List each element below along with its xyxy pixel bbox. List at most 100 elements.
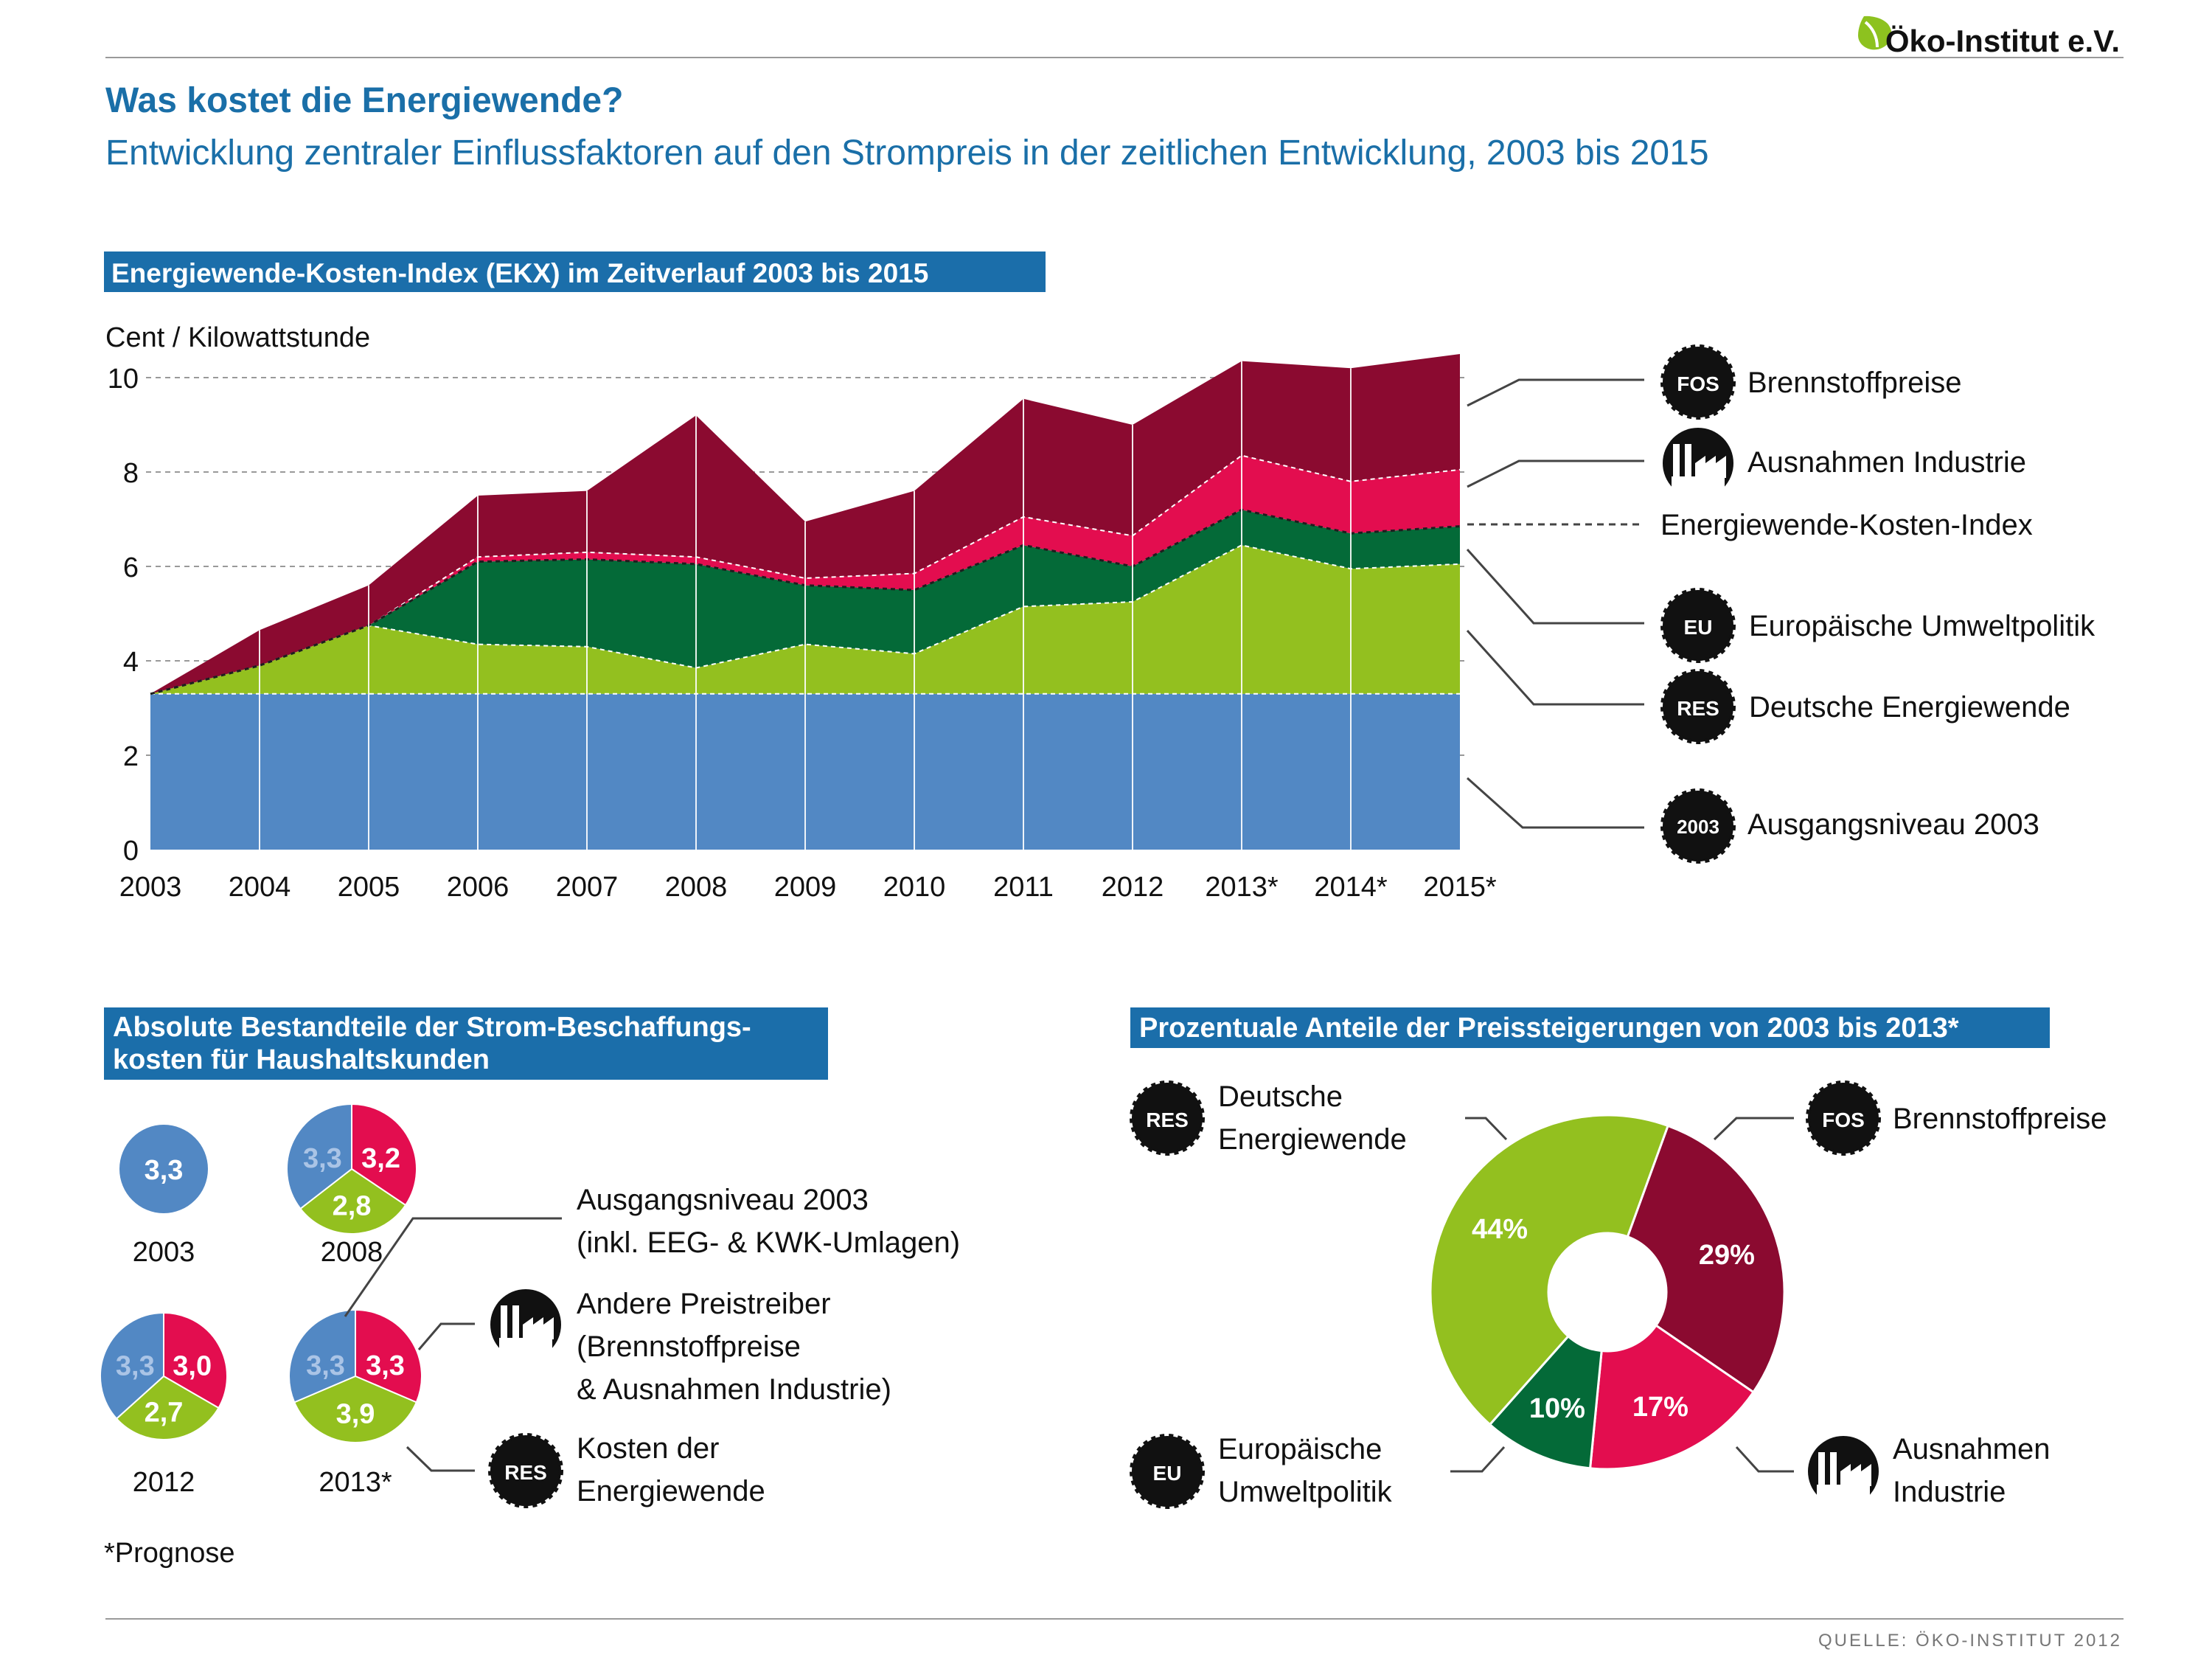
legend-base-line2: (inkl. EEG- & KWK-Umlagen) xyxy=(577,1226,960,1259)
x-tick-label: 2006 xyxy=(447,872,509,903)
donut-slice xyxy=(1588,1324,1756,1471)
pie-value-label: 2,8 xyxy=(333,1190,372,1221)
x-tick-label: 2005 xyxy=(338,872,400,903)
svg-text:EU: EU xyxy=(1153,1462,1182,1485)
pie-value-label: 3,2 xyxy=(361,1143,400,1174)
x-tick-label: 2009 xyxy=(774,872,837,903)
pie-2003: 3,3 2003 xyxy=(119,1125,208,1268)
pie-year-label: 2003 xyxy=(133,1237,195,1268)
donut-label-ind-2: Industrie xyxy=(1893,1476,2006,1508)
pie-value-label: 3,9 xyxy=(336,1399,375,1430)
pie-value-label: 3,3 xyxy=(145,1155,184,1186)
fos-icon: FOS xyxy=(1660,344,1736,420)
x-tick-label: 2013* xyxy=(1205,872,1279,903)
leader-line-drivers xyxy=(417,1322,475,1350)
logo: Öko-Institut e.V. xyxy=(1858,15,2120,58)
leader-line-eu xyxy=(1466,548,1644,625)
leader-line-res xyxy=(1465,1117,1508,1141)
legend-drivers-line3: & Ausnahmen Industrie) xyxy=(577,1373,891,1406)
factory-icon xyxy=(490,1289,561,1360)
section-title-pies-2: kosten für Haushaltskunden xyxy=(113,1044,490,1075)
donut-value-label: 29% xyxy=(1699,1240,1755,1271)
svg-text:RES: RES xyxy=(504,1461,547,1484)
donut-label-fos: Brennstoffpreise xyxy=(1893,1103,2107,1135)
x-tick-label: 2003 xyxy=(119,872,182,903)
res-icon: RES xyxy=(1130,1080,1205,1156)
donut-slice xyxy=(1626,1124,1786,1394)
res-icon: RES xyxy=(1660,669,1736,744)
leader-line-res xyxy=(1466,629,1644,706)
svg-text:RES: RES xyxy=(1146,1108,1189,1131)
pie-year-label: 2008 xyxy=(321,1237,383,1268)
legend-drivers-line1: Andere Preistreiber xyxy=(577,1288,831,1320)
factory-icon xyxy=(1663,428,1733,499)
leader-line-costs xyxy=(406,1446,475,1472)
page-title: Was kostet die Energiewende? xyxy=(105,81,623,120)
y-tick-label: 8 xyxy=(123,458,139,489)
pie-value-label: 3,3 xyxy=(303,1143,342,1174)
donut-value-label: 17% xyxy=(1632,1392,1688,1423)
section-band-pies xyxy=(104,1007,828,1080)
pie-value-label: 3,3 xyxy=(116,1351,155,1382)
section-title-donut: Prozentuale Anteile der Preissteigerunge… xyxy=(1139,1013,1959,1044)
logo-text: Öko-Institut e.V. xyxy=(1885,24,2120,58)
leader-line-industry xyxy=(1467,459,1644,488)
legend-label-industry: Ausnahmen Industrie xyxy=(1747,446,2026,479)
legend-costs-line1: Kosten der xyxy=(577,1432,719,1465)
base-2003-icon: 2003 xyxy=(1660,788,1736,864)
x-tick-label: 2008 xyxy=(665,872,728,903)
legend-label-index: Energiewende-Kosten-Index xyxy=(1660,509,2033,541)
section-band-main xyxy=(104,251,1046,292)
x-tick-label: 2007 xyxy=(556,872,619,903)
y-tick-label: 10 xyxy=(108,364,139,395)
pie-slice xyxy=(115,1375,220,1440)
leader-line-base-2003 xyxy=(344,1217,562,1317)
small-pies-legend: Ausgangsniveau 2003 (inkl. EEG- & KWK-Um… xyxy=(344,1184,960,1508)
pie-value-label: 3,3 xyxy=(366,1350,405,1381)
leader-line-base xyxy=(1467,777,1644,829)
svg-text:2003: 2003 xyxy=(1677,816,1719,838)
res-icon: RES xyxy=(488,1433,563,1508)
leader-line-fos xyxy=(1467,378,1644,407)
donut-label-eu-1: Europäische xyxy=(1218,1433,1382,1465)
pie-slice xyxy=(119,1125,208,1213)
legend-costs-line2: Energiewende xyxy=(577,1475,765,1507)
x-tick-label: 2012 xyxy=(1102,872,1164,903)
donut-legend: RES Deutsche Energiewende FOS Brennstoff… xyxy=(1130,1080,2107,1509)
page-subtitle: Entwicklung zentraler Einflussfaktoren a… xyxy=(105,133,1709,173)
pie-slice xyxy=(293,1375,418,1443)
eu-icon: EU xyxy=(1660,588,1736,663)
donut-value-label: 44% xyxy=(1472,1214,1528,1245)
y-tick-label: 2 xyxy=(123,741,139,772)
footnote: *Prognose xyxy=(104,1538,234,1569)
svg-text:FOS: FOS xyxy=(1822,1108,1865,1131)
donut-slice xyxy=(1429,1114,1670,1426)
pie-slice xyxy=(286,1103,352,1210)
pie-value-label: 3,0 xyxy=(173,1351,212,1382)
stacked-area-chart: 0 2 4 6 8 10 2003 2004 2005 2006 2007 2008 2009 2010 2… xyxy=(108,354,1497,903)
factory-icon xyxy=(1808,1436,1879,1507)
x-tick-label: 2014* xyxy=(1314,872,1388,903)
area-factory xyxy=(150,455,1460,694)
leaf-icon xyxy=(1858,15,1892,50)
pie-2012: 3,3 3,0 2,7 2012 xyxy=(100,1311,228,1498)
donut-value-label: 10% xyxy=(1529,1393,1585,1424)
main-legend: FOS Brennstoffpreise Ausnahmen Industrie… xyxy=(1466,344,2096,864)
svg-text:RES: RES xyxy=(1677,697,1719,720)
pie-2013: 3,3 3,3 3,9 2013* xyxy=(288,1308,422,1498)
donut-chart: 29% 17% 10% 44% xyxy=(1429,1114,1786,1471)
legend-label-res: Deutsche Energiewende xyxy=(1749,691,2070,724)
source-note: QUELLE: ÖKO-INSTITUT 2012 xyxy=(1818,1631,2122,1651)
pie-slice xyxy=(355,1308,422,1404)
svg-text:FOS: FOS xyxy=(1677,372,1719,395)
y-tick-label: 0 xyxy=(123,836,139,867)
pie-value-label: 2,7 xyxy=(145,1397,184,1428)
pie-2008: 3,3 3,2 2,8 2008 xyxy=(286,1103,417,1268)
section-band-donut xyxy=(1130,1007,2050,1048)
fos-icon: FOS xyxy=(1806,1080,1881,1156)
pie-slice xyxy=(100,1311,164,1420)
legend-base-line1: Ausgangsniveau 2003 xyxy=(577,1184,869,1216)
